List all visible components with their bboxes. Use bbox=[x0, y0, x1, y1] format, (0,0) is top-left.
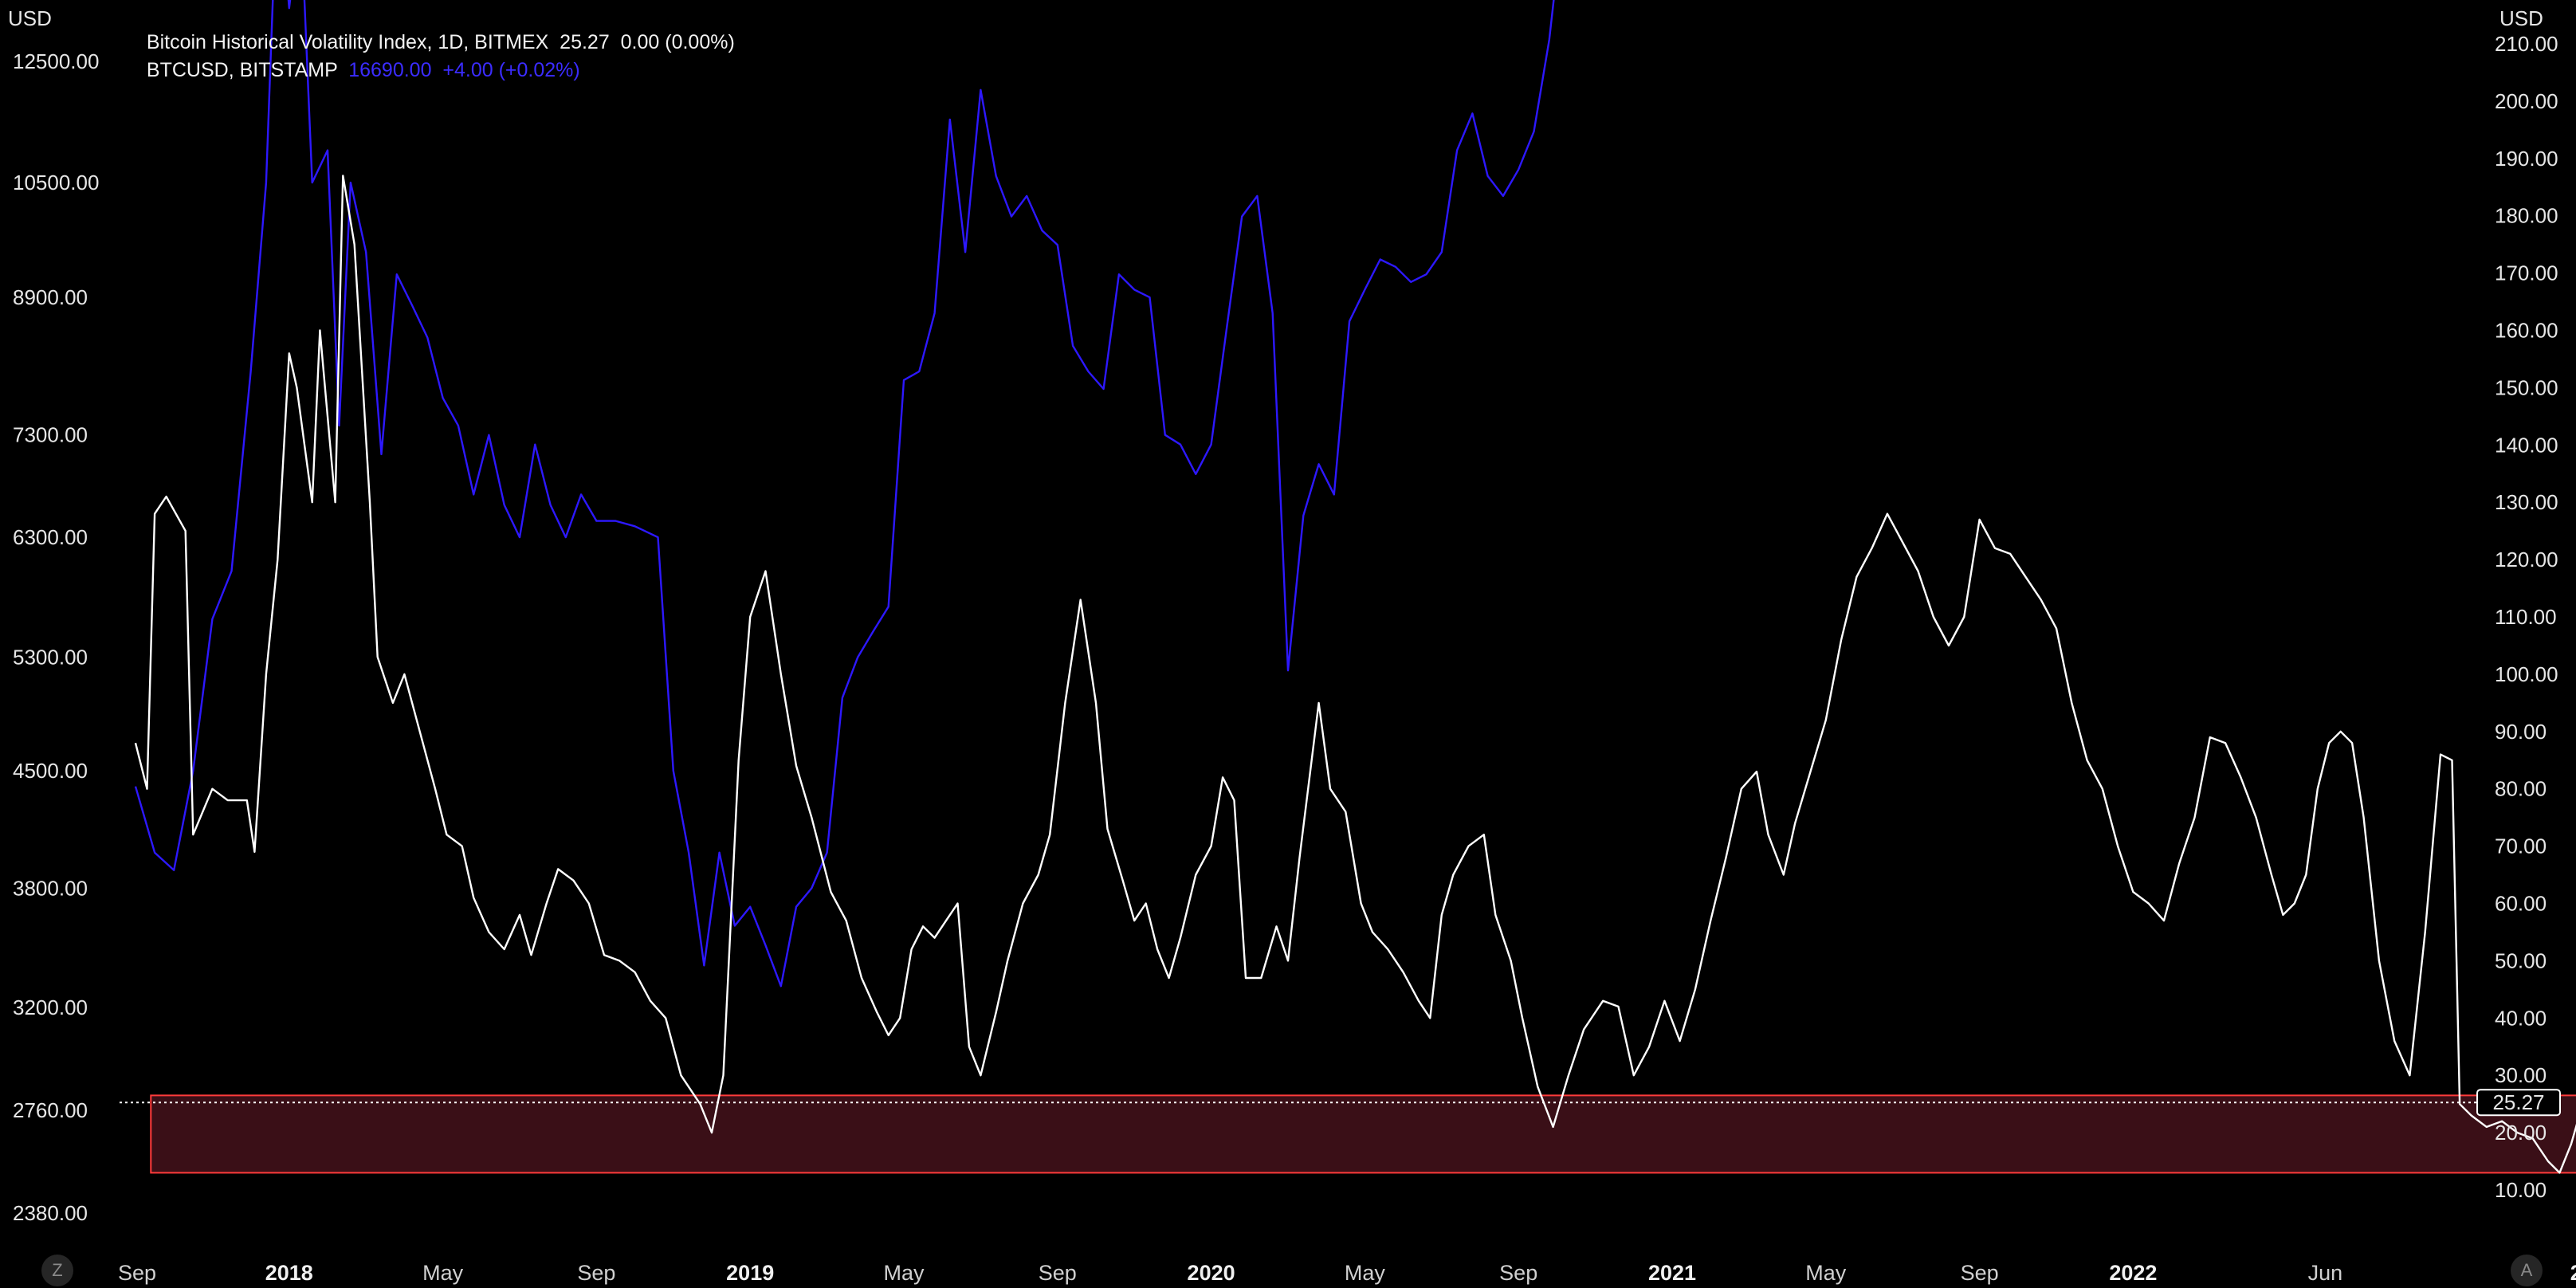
right-axis-tick: 80.00 bbox=[2495, 777, 2547, 801]
right-axis-tick: 40.00 bbox=[2495, 1006, 2547, 1030]
time-axis-tick: May bbox=[1345, 1261, 1386, 1285]
price-series-layer bbox=[134, 0, 2452, 988]
legend-volatility-change: 0.00 (0.00%) bbox=[620, 31, 735, 53]
right-axis-tick: 30.00 bbox=[2495, 1063, 2547, 1087]
left-axis-tick: 10500.00 bbox=[13, 171, 99, 194]
volatility-line[interactable] bbox=[134, 175, 2576, 1174]
left-axis-unit: USD bbox=[8, 6, 52, 30]
right-axis-tick: 10.00 bbox=[2495, 1178, 2547, 1202]
time-axis-tick: Sep bbox=[1499, 1261, 1537, 1285]
time-axis-tick: Sep bbox=[1039, 1261, 1077, 1285]
time-axis-tick: May bbox=[422, 1261, 464, 1285]
legend-btcusd-value: 16690.00 bbox=[348, 59, 432, 81]
right-axis-tick: 50.00 bbox=[2495, 948, 2547, 972]
time-axis-tick: May bbox=[883, 1261, 925, 1285]
time-axis-tick: 2022 bbox=[2109, 1261, 2157, 1285]
highlight-zone-layer bbox=[150, 1094, 2576, 1174]
legend-volatility[interactable]: Bitcoin Historical Volatility Index, 1D,… bbox=[135, 8, 735, 54]
left-axis-tick: 7300.00 bbox=[13, 423, 88, 447]
legend-btcusd-title: BTCUSD, BITSTAMP bbox=[146, 59, 338, 81]
time-axis-tick: 2018 bbox=[265, 1261, 313, 1285]
right-axis-tick: 120.00 bbox=[2495, 548, 2558, 571]
left-axis-tick: 2760.00 bbox=[13, 1098, 88, 1122]
right-axis-tick: 100.00 bbox=[2495, 662, 2558, 686]
right-axis-tick: 180.00 bbox=[2495, 204, 2558, 228]
left-axis-tick: 3800.00 bbox=[13, 876, 88, 900]
time-axis-tick: Jun bbox=[2308, 1261, 2343, 1285]
right-axis-tick: 20.00 bbox=[2495, 1121, 2547, 1145]
left-axis-tick: 8900.00 bbox=[13, 285, 88, 309]
time-axis-tick: Sep bbox=[577, 1261, 615, 1285]
time-axis-tick: 2023 bbox=[2570, 1261, 2576, 1285]
right-axis-tick: 90.00 bbox=[2495, 720, 2547, 744]
support-zone-rect[interactable] bbox=[150, 1094, 2576, 1174]
right-axis-tick: 60.00 bbox=[2495, 892, 2547, 916]
volatility-last-value-text: 25.27 bbox=[2492, 1090, 2544, 1114]
right-axis-tick: 130.00 bbox=[2495, 490, 2558, 514]
legend-btcusd[interactable]: BTCUSD, BITSTAMP 16690.00 +4.00 (+0.02%) bbox=[135, 36, 580, 82]
right-axis-tick: 150.00 bbox=[2495, 375, 2558, 399]
right-axis-tick: 170.00 bbox=[2495, 261, 2558, 285]
zoom-button[interactable]: Z bbox=[41, 1255, 73, 1286]
time-axis-tick: 2021 bbox=[1648, 1261, 1696, 1285]
right-axis-tick: 210.00 bbox=[2495, 32, 2558, 56]
right-axis-tick: 200.00 bbox=[2495, 89, 2558, 113]
last-value-badges: 16690.0025.27 bbox=[2476, 1089, 2561, 1117]
auto-scale-button[interactable]: A bbox=[2511, 1255, 2543, 1286]
right-price-axis[interactable]: USD 210.00 200.00 190.00 180.00 170.00 160.00… bbox=[2495, 6, 2558, 1202]
left-axis-tick: 2380.00 bbox=[13, 1201, 88, 1225]
right-axis-tick: 70.00 bbox=[2495, 834, 2547, 858]
legend-volatility-value: 25.27 bbox=[560, 31, 610, 53]
time-axis-tick: 2020 bbox=[1188, 1261, 1235, 1285]
time-axis-tick: May bbox=[1805, 1261, 1847, 1285]
legend-volatility-title: Bitcoin Historical Volatility Index, 1D,… bbox=[146, 31, 549, 53]
time-axis[interactable]: Sep 2018 May Sep 2019 May Sep 2020 May Sep 2021 May… bbox=[118, 1261, 2576, 1285]
left-axis-tick: 3200.00 bbox=[13, 995, 88, 1019]
time-axis-tick: Sep bbox=[118, 1261, 156, 1285]
volatility-series-layer bbox=[134, 175, 2576, 1174]
volatility-last-value-badge bbox=[2476, 1089, 2561, 1117]
left-price-axis[interactable]: USD 80000.0068000.0056000.0046000.003800… bbox=[8, 0, 99, 1225]
time-axis-tick: Sep bbox=[1961, 1261, 1999, 1285]
left-axis-tick: 5300.00 bbox=[13, 646, 88, 670]
right-axis-tick: 110.00 bbox=[2495, 605, 2557, 629]
time-axis-tick: 2019 bbox=[726, 1261, 774, 1285]
right-axis-unit: USD bbox=[2499, 6, 2543, 30]
btcusd-line[interactable] bbox=[134, 0, 2452, 988]
left-axis-tick: 6300.00 bbox=[13, 525, 88, 549]
legend-btcusd-change: +4.00 (+0.02%) bbox=[442, 59, 580, 81]
left-axis-tick: 12500.00 bbox=[13, 49, 99, 73]
left-axis-tick: 4500.00 bbox=[13, 759, 88, 783]
right-axis-tick: 140.00 bbox=[2495, 433, 2558, 457]
right-axis-tick: 160.00 bbox=[2495, 319, 2558, 343]
right-axis-tick: 190.00 bbox=[2495, 147, 2558, 171]
